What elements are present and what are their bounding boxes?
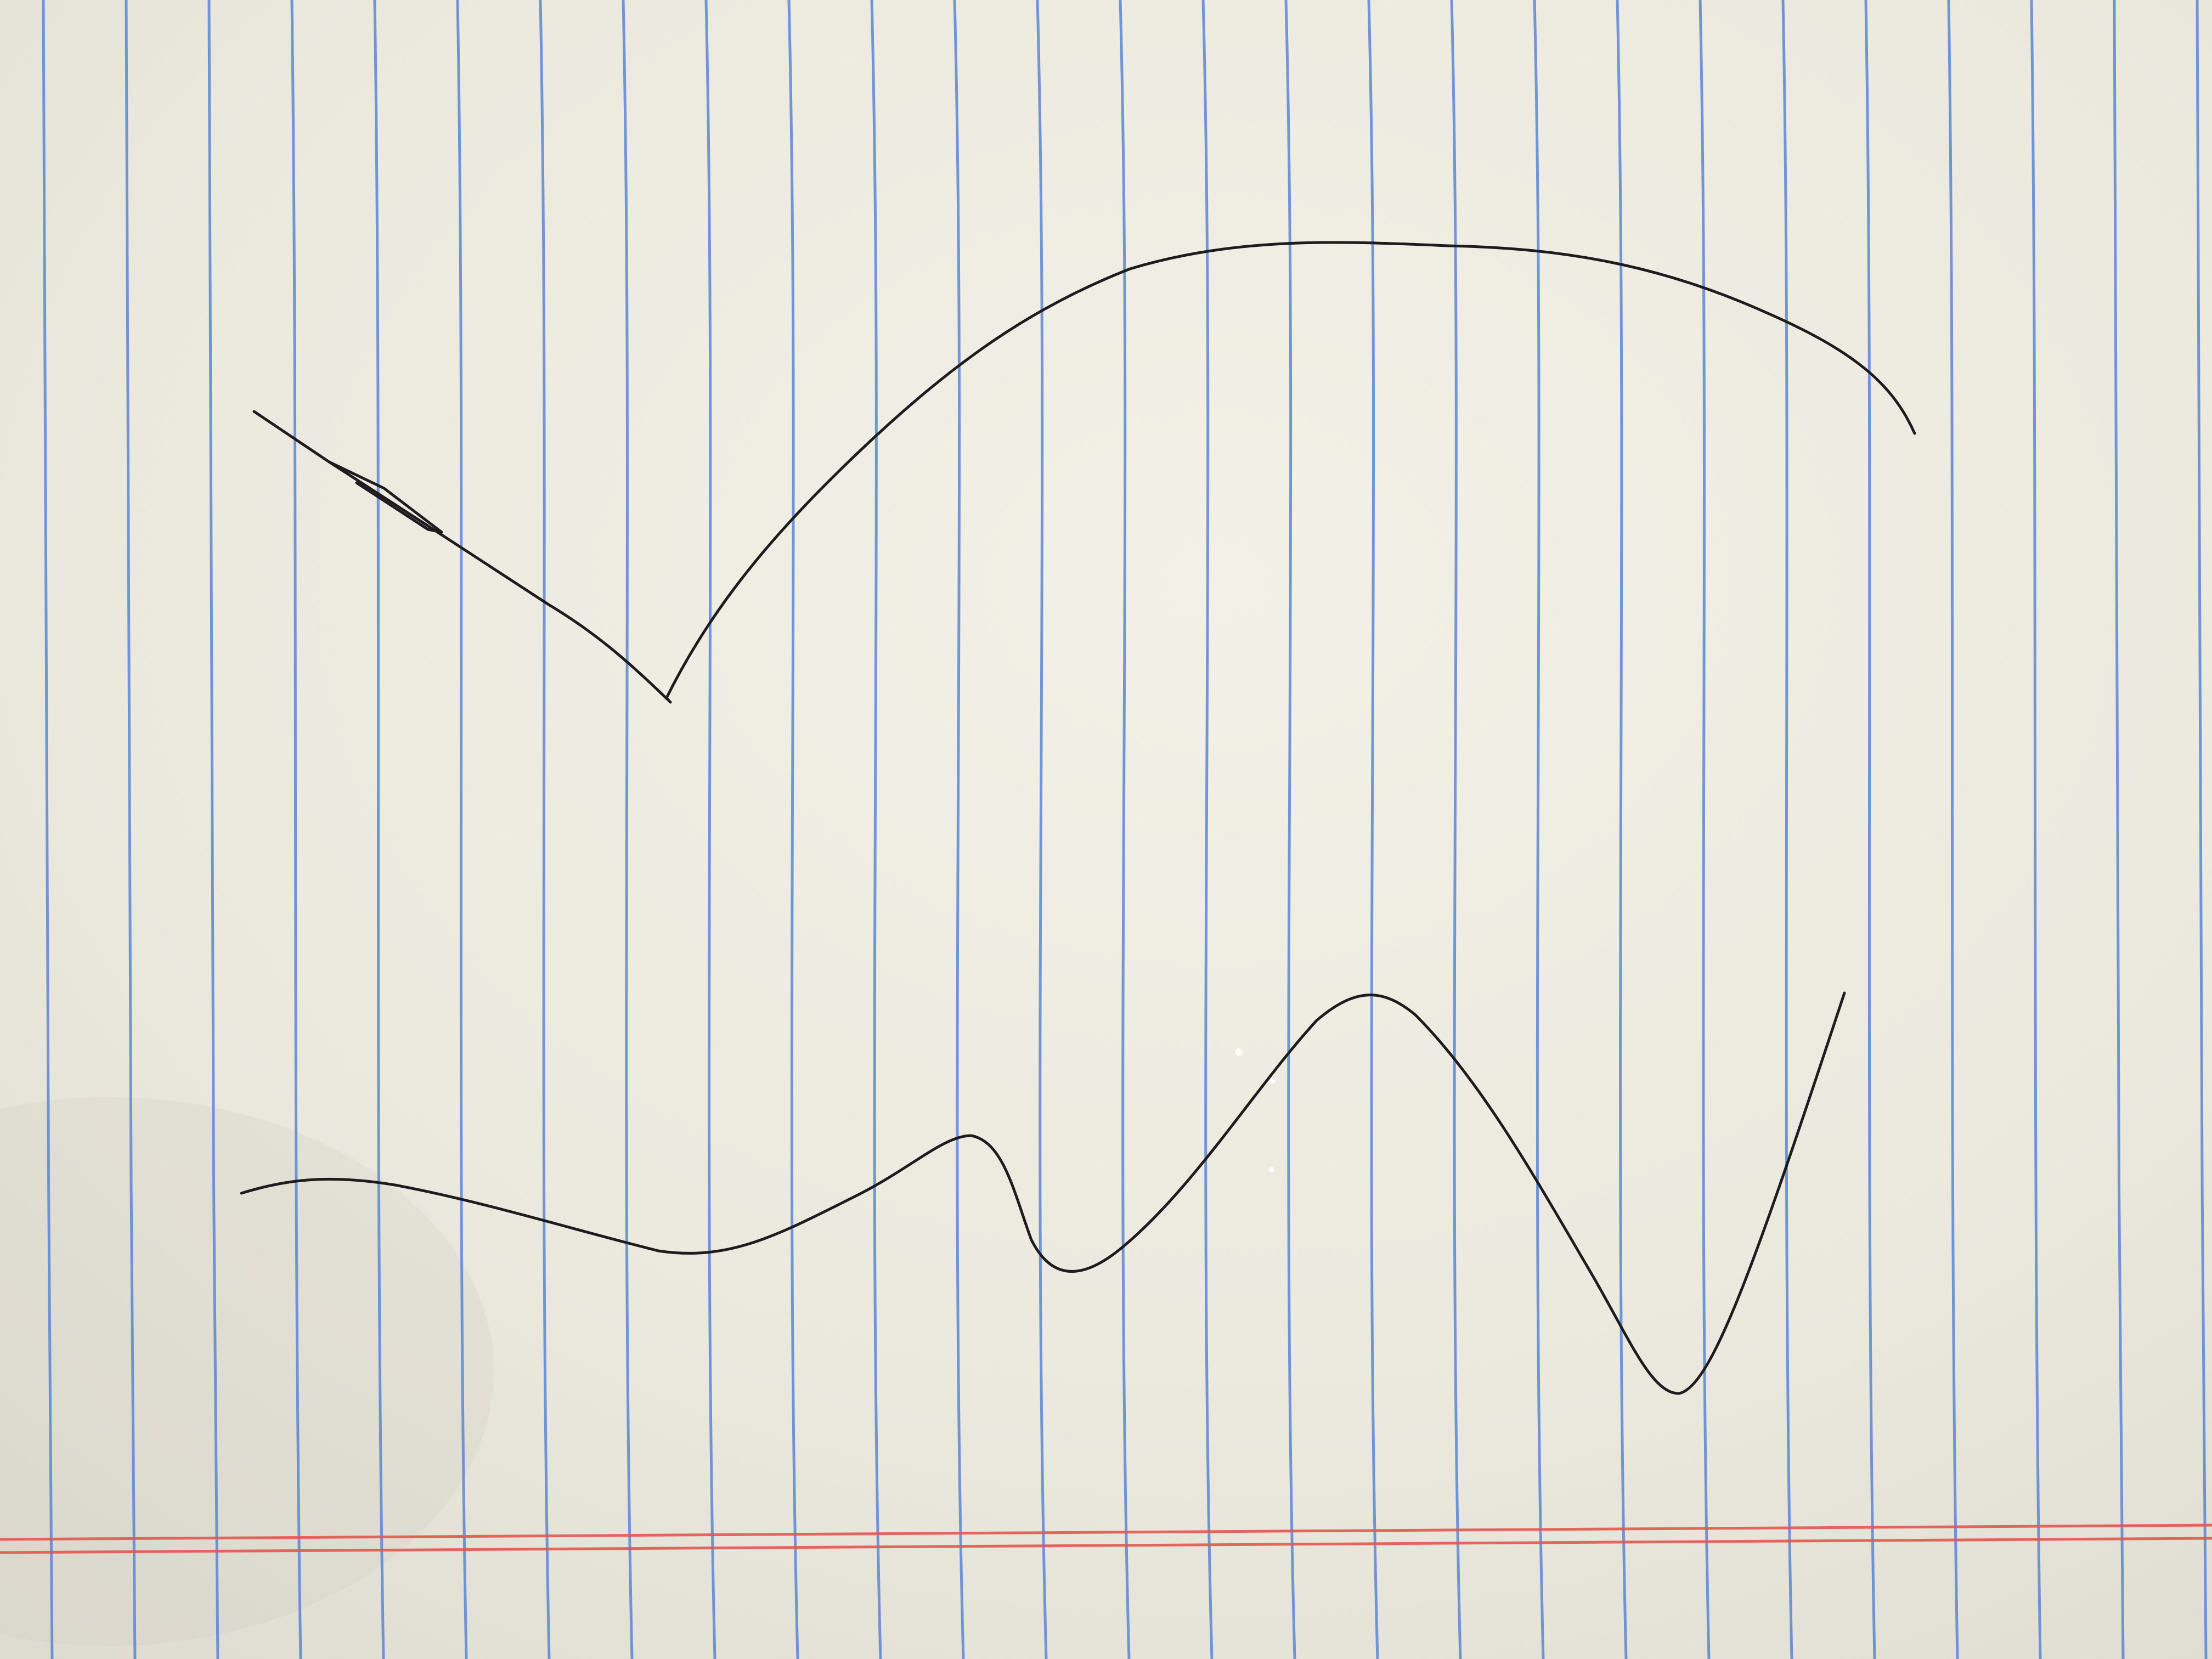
rule-line [290, 0, 302, 1659]
rule-line [456, 0, 468, 1659]
rule-line [207, 0, 219, 1659]
rule-line [42, 0, 54, 1659]
rule-line [2196, 0, 2208, 1659]
upper-curve-path [252, 241, 1916, 704]
rule-line [704, 0, 716, 1659]
rule-line [125, 0, 137, 1659]
rule-lines [42, 0, 2208, 1659]
rule-line [2030, 0, 2042, 1659]
margin-lines [0, 1523, 2212, 1554]
rule-line [1616, 0, 1628, 1659]
margin-line-upper [0, 1523, 2212, 1541]
rule-line [1699, 0, 1711, 1659]
rule-line [2113, 0, 2125, 1659]
rule-line [1036, 0, 1048, 1659]
lower-curve-path [240, 991, 1846, 1395]
rule-line [539, 0, 551, 1659]
rule-line [1781, 0, 1793, 1659]
lower-ink-curve [240, 991, 1846, 1395]
rule-line [373, 0, 385, 1659]
rule-line [1947, 0, 1959, 1659]
rule-line [1864, 0, 1876, 1659]
rule-line [1367, 0, 1379, 1659]
rule-line [787, 0, 799, 1659]
rule-line [1533, 0, 1545, 1659]
upper-curve-overstroke [328, 460, 443, 534]
rule-line [1119, 0, 1131, 1659]
rule-line [953, 0, 965, 1659]
upper-ink-curve [252, 241, 1916, 704]
paper-specks [1235, 1048, 1276, 1172]
rule-line [870, 0, 882, 1659]
rule-line [1284, 0, 1296, 1659]
rule-line [622, 0, 634, 1659]
margin-line-lower [0, 1537, 2212, 1554]
paper-shadow [0, 1097, 494, 1646]
rule-line [1450, 0, 1462, 1659]
rule-line [1201, 0, 1214, 1659]
